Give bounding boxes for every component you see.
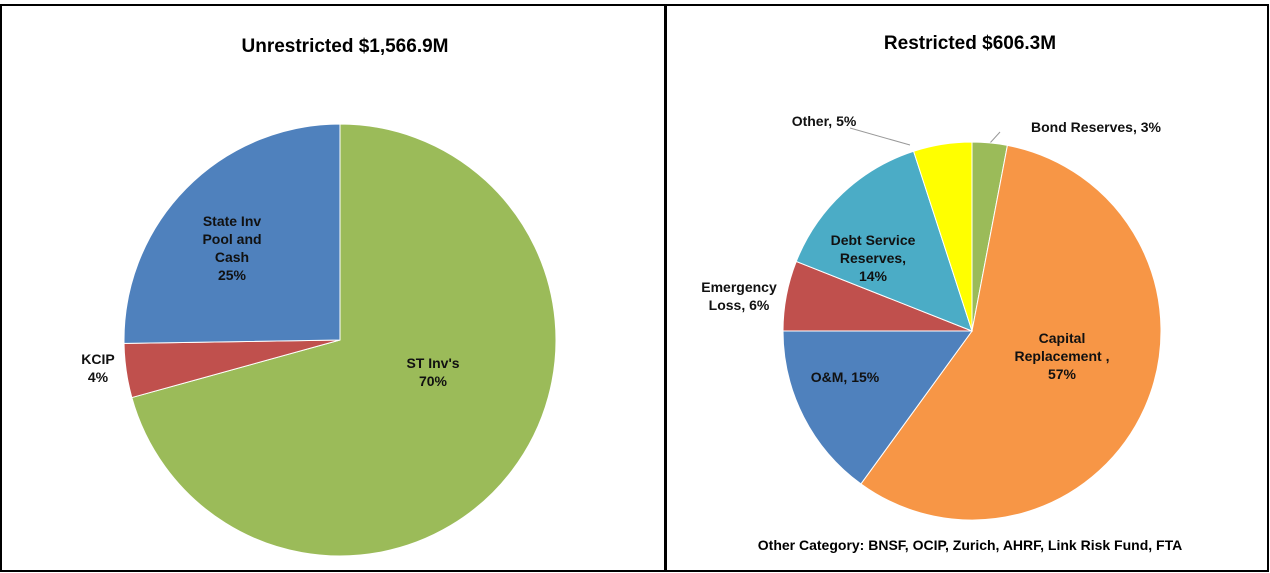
slice-label: Other, 5% [774,112,874,130]
slice-label: ST Inv's 70% [393,354,473,390]
category-label: O&M, [810,369,848,385]
pie-slice [123,123,341,344]
category-label: Debt Service Reserves, [830,232,916,266]
slice-label: State Inv Pool and Cash 25% [187,212,277,284]
category-label: KCIP [81,351,115,367]
pie-slice [131,123,557,557]
value-label: 57% [1047,366,1077,382]
slice-label: Emergency Loss, 6% [692,278,787,314]
category-label: State Inv Pool and Cash [202,213,262,265]
chart-title: Restricted $606.3M [883,33,1057,54]
chart-title: Unrestricted $1,566.9M [241,36,449,57]
value-label: 15% [851,369,880,385]
category-label: ST Inv's [406,355,460,371]
slice-label: O&M, 15% [795,368,895,386]
category-label: Other, [791,113,833,129]
category-label: Bond Reserves, [1031,119,1137,135]
slice-label: KCIP 4% [78,350,118,386]
pie-slice [860,144,1162,521]
leader-line [849,127,911,146]
value-label: 6% [749,297,770,313]
value-label: 25% [217,267,247,283]
leader-line [989,131,1001,144]
slice-label: Debt Service Reserves, 14% [821,231,926,285]
slice-label: Capital Replacement , 57% [1007,329,1117,383]
pie-slice [912,141,973,332]
value-label: 3% [1140,119,1161,135]
category-label: Emergency Loss, [701,279,777,313]
pie-slice [782,330,973,485]
value-label: 14% [858,268,888,284]
category-label: Capital Replacement , [1014,330,1110,364]
value-label: 4% [87,369,109,385]
right-panel [665,4,1269,572]
annotation: Other Category: BNSF, OCIP, Zurich, AHRF… [757,537,1183,553]
value-label: 70% [418,373,448,389]
slice-label: Bond Reserves, 3% [1006,118,1186,136]
value-label: 5% [836,113,857,129]
